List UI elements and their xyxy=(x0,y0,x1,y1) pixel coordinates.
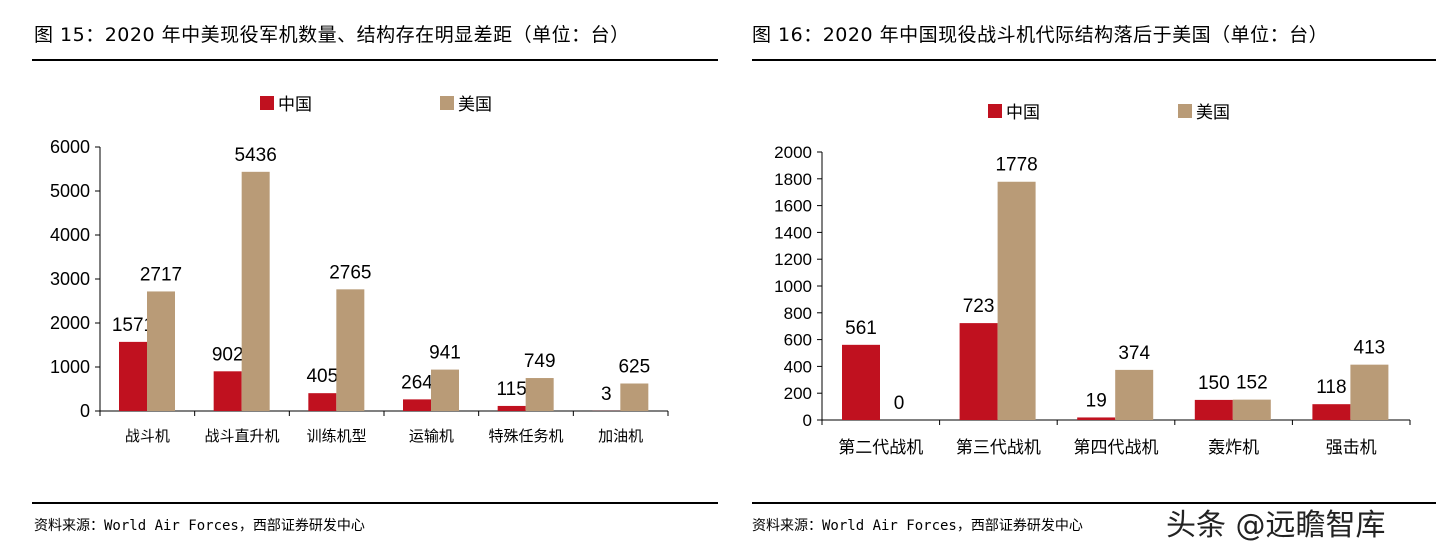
bar-china xyxy=(1312,404,1350,420)
bar-china xyxy=(403,399,431,411)
y-tick-label: 400 xyxy=(784,357,812,376)
category-label: 强击机 xyxy=(1326,438,1377,457)
data-label: 150 xyxy=(1198,373,1230,394)
legend-swatch-china xyxy=(988,104,1002,118)
y-tick-label: 600 xyxy=(784,331,812,350)
data-label: 19 xyxy=(1086,390,1107,411)
y-tick-label: 4000 xyxy=(50,225,90,245)
legend-swatch-china xyxy=(260,96,274,110)
legend-label: 美国 xyxy=(458,95,492,114)
bar-china xyxy=(1195,400,1233,420)
bar-usa xyxy=(1233,400,1271,420)
category-label: 第四代战机 xyxy=(1074,438,1159,457)
category-label: 第二代战机 xyxy=(838,438,923,457)
y-tick-label: 3000 xyxy=(50,269,90,289)
data-label: 1778 xyxy=(995,155,1037,176)
y-tick-label: 1400 xyxy=(774,223,812,242)
data-label: 0 xyxy=(894,393,905,414)
y-tick-label: 1800 xyxy=(774,170,812,189)
category-label: 第三代战机 xyxy=(956,438,1041,457)
data-label: 625 xyxy=(618,357,650,378)
legend-label: 中国 xyxy=(278,95,312,114)
bar-china xyxy=(308,393,336,411)
bar-china xyxy=(960,323,998,420)
y-tick-label: 2000 xyxy=(50,313,90,333)
category-label: 战斗机 xyxy=(125,428,170,445)
data-label: 3 xyxy=(601,384,612,405)
y-tick-label: 200 xyxy=(784,384,812,403)
y-tick-label: 6000 xyxy=(50,137,90,157)
bar-china xyxy=(842,345,880,420)
data-label: 374 xyxy=(1118,343,1150,364)
bar-china xyxy=(498,406,526,411)
legend-label: 中国 xyxy=(1006,103,1040,122)
data-label: 902 xyxy=(212,344,244,365)
bar-usa xyxy=(526,378,554,411)
y-tick-label: 0 xyxy=(80,401,90,421)
data-label: 413 xyxy=(1354,338,1386,359)
data-label: 723 xyxy=(963,296,995,317)
category-label: 加油机 xyxy=(598,428,643,445)
bar-usa xyxy=(242,172,270,411)
category-label: 训练机型 xyxy=(307,428,367,445)
legend-swatch-usa xyxy=(1178,104,1192,118)
category-label: 战斗直升机 xyxy=(204,428,279,445)
bar-usa xyxy=(147,291,175,411)
category-label: 特殊任务机 xyxy=(488,428,563,445)
legend-label: 美国 xyxy=(1196,103,1230,122)
y-tick-label: 800 xyxy=(784,304,812,323)
category-label: 轰炸机 xyxy=(1208,438,1259,457)
data-label: 405 xyxy=(306,366,338,387)
data-label: 115 xyxy=(497,379,527,400)
y-tick-label: 1000 xyxy=(50,357,90,377)
bar-usa xyxy=(998,182,1036,420)
bar-usa xyxy=(1115,370,1153,420)
y-tick-label: 2000 xyxy=(774,143,812,162)
watermark: 头条 @远瞻智库 xyxy=(1166,500,1386,544)
y-tick-label: 1000 xyxy=(774,277,812,296)
bar-usa xyxy=(431,370,459,411)
category-label: 运输机 xyxy=(409,428,454,445)
data-label: 5436 xyxy=(235,145,277,166)
data-label: 152 xyxy=(1236,373,1268,394)
data-label: 749 xyxy=(524,351,556,372)
data-label: 2765 xyxy=(329,262,371,283)
bar-usa xyxy=(336,289,364,411)
bar-usa xyxy=(620,384,648,412)
data-label: 2717 xyxy=(140,264,182,285)
legend-swatch-usa xyxy=(440,96,454,110)
bar-china xyxy=(214,371,242,411)
data-label: 118 xyxy=(1316,377,1346,398)
y-tick-label: 5000 xyxy=(50,181,90,201)
bar-usa xyxy=(1350,365,1388,420)
data-label: 941 xyxy=(429,343,461,364)
data-label: 561 xyxy=(845,318,877,339)
y-tick-label: 0 xyxy=(803,411,812,430)
y-tick-label: 1600 xyxy=(774,197,812,216)
data-label: 264 xyxy=(401,372,433,393)
bar-china xyxy=(1077,417,1115,420)
y-tick-label: 1200 xyxy=(774,250,812,269)
bar-china xyxy=(119,342,147,411)
